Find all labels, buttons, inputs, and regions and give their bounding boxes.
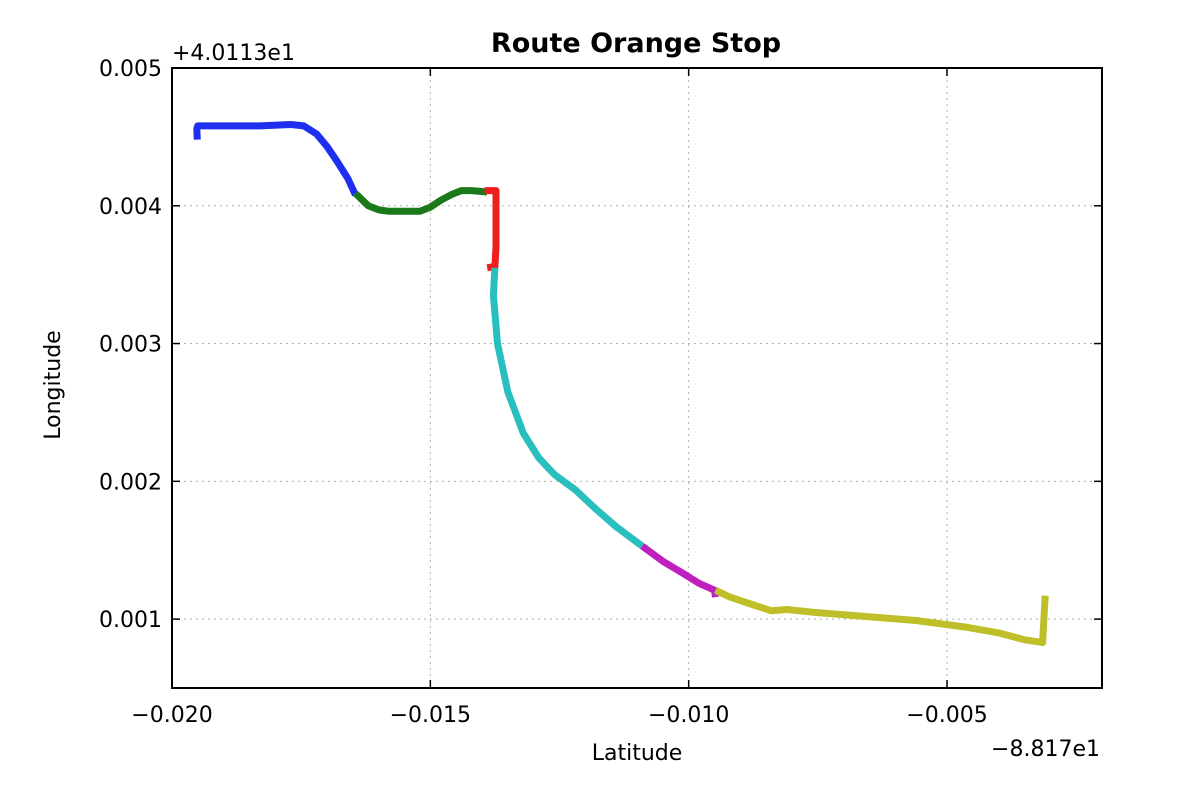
- chart-title: Route Orange Stop: [491, 28, 781, 59]
- series-group: [193, 121, 1049, 646]
- x-tick-label: −0.010: [648, 703, 729, 728]
- y-tick-label: 0.005: [99, 57, 162, 82]
- route-segment-4: [489, 267, 645, 549]
- y-tick-label: 0.001: [99, 608, 162, 633]
- y-offset-label: +4.0113e1: [172, 41, 295, 66]
- route-segment-2: [352, 187, 488, 215]
- y-tick-label: 0.004: [99, 195, 162, 220]
- y-axis-label: Longitude: [41, 330, 66, 439]
- route-segment-1: [193, 121, 359, 197]
- x-offset-label: −8.817e1: [991, 737, 1100, 762]
- x-tick-label: −0.020: [131, 703, 212, 728]
- y-tick-label: 0.002: [99, 470, 162, 495]
- x-tick-label: −0.005: [906, 703, 987, 728]
- y-tick-label: 0.003: [99, 333, 162, 358]
- grid: [171, 67, 1102, 688]
- axis-ticks: −0.020 −0.015 −0.010 −0.005 0.001 0.002 0.003 0…: [99, 57, 1102, 728]
- route-segment-3: [484, 187, 500, 272]
- route-segment-5: [640, 543, 719, 598]
- x-tick-label: −0.015: [390, 703, 471, 728]
- x-axis-label: Latitude: [592, 741, 683, 766]
- route-segment-6: [713, 587, 1049, 646]
- plot-frame: [171, 67, 1103, 689]
